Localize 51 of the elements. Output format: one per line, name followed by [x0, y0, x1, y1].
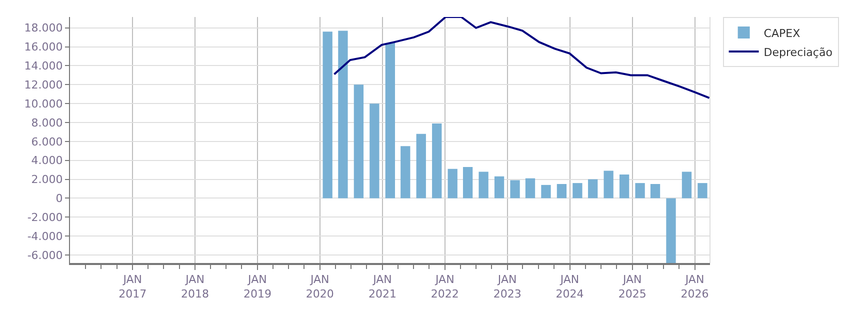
y-tick-label: 12.000 [24, 78, 63, 92]
bar [462, 166, 473, 198]
legend-label: Depreciação [764, 46, 833, 59]
bar [635, 183, 645, 198]
bar [541, 184, 551, 198]
y-tick-label: 4.000 [31, 154, 63, 168]
bar [604, 170, 614, 198]
bar [322, 32, 332, 198]
bar [525, 178, 536, 198]
bar [354, 84, 364, 198]
bar [588, 179, 598, 198]
x-tick-label: JAN 2018 [181, 273, 210, 300]
y-tick-label: -4.000 [27, 230, 63, 243]
line-series [333, 17, 710, 99]
x-tick-label: JAN 2026 [680, 273, 709, 300]
bar [556, 184, 567, 198]
x-tick-label: JAN 2017 [118, 273, 147, 300]
y-tick-label: 10.000 [24, 97, 63, 110]
bar [448, 168, 458, 198]
bar [385, 43, 395, 198]
x-tick-label: JAN 2024 [556, 273, 584, 300]
bar [698, 183, 708, 198]
bar [572, 183, 582, 198]
bar [510, 180, 520, 198]
bar [494, 176, 504, 198]
bar [370, 104, 380, 198]
y-tick-label: 16.000 [24, 40, 63, 54]
x-tick-label: JAN 2020 [306, 273, 334, 300]
bar [619, 174, 630, 198]
bar [432, 123, 442, 198]
bar [650, 184, 660, 198]
bar [400, 146, 410, 198]
bar [666, 198, 676, 263]
y-tick-label: 0 [56, 192, 63, 206]
legend-label: CAPEX [764, 26, 801, 40]
x-tick-label: JAN 2023 [493, 273, 522, 300]
y-tick-label: 18.000 [24, 22, 63, 35]
x-tick-label: JAN 2025 [618, 273, 646, 300]
bar [478, 172, 488, 198]
bar [416, 134, 426, 198]
y-tick-label: 2.000 [31, 173, 63, 186]
x-tick-label: JAN 2019 [243, 273, 272, 300]
y-tick-label: 14.000 [24, 60, 63, 73]
y-tick-label: 6.000 [31, 135, 63, 148]
y-tick-label: -2.000 [27, 210, 63, 224]
y-tick-label: 8.000 [31, 116, 63, 130]
x-tick-label: JAN 2021 [368, 273, 396, 300]
bar [338, 30, 348, 198]
bar [682, 172, 692, 198]
x-tick-label: JAN 2022 [430, 273, 459, 300]
y-tick-label: -6.000 [27, 248, 63, 262]
